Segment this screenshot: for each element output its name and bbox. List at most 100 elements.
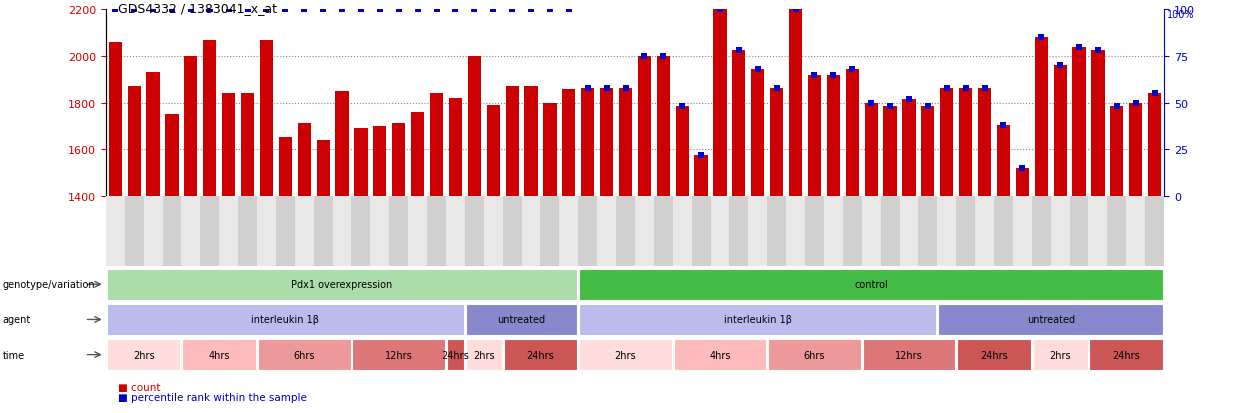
- Bar: [124, 196, 143, 266]
- Point: [275, 7, 295, 14]
- Bar: [276, 196, 295, 266]
- Bar: [751, 70, 764, 196]
- Bar: [864, 103, 878, 196]
- Bar: [994, 196, 1013, 266]
- Point: [748, 66, 768, 73]
- Bar: [1033, 339, 1088, 370]
- Point: [710, 7, 730, 14]
- Point: [351, 7, 371, 14]
- Bar: [166, 115, 178, 196]
- Point: [956, 85, 976, 92]
- Point: [1125, 100, 1145, 107]
- Bar: [1145, 196, 1164, 266]
- Bar: [1016, 169, 1028, 196]
- Point: [106, 7, 126, 14]
- Text: genotype/variation: genotype/variation: [2, 280, 95, 290]
- Bar: [374, 126, 386, 196]
- Text: 2hrs: 2hrs: [133, 350, 154, 360]
- Bar: [559, 196, 578, 266]
- Point: [767, 85, 787, 92]
- Bar: [862, 196, 880, 266]
- Point: [672, 104, 692, 110]
- Bar: [1088, 196, 1107, 266]
- Bar: [616, 196, 635, 266]
- Text: GDS4332 / 1383041_x_at: GDS4332 / 1383041_x_at: [118, 2, 278, 15]
- Point: [615, 85, 635, 92]
- Point: [994, 122, 1013, 129]
- Text: agent: agent: [2, 315, 31, 325]
- Text: interleukin 1β: interleukin 1β: [723, 315, 792, 325]
- Bar: [543, 103, 557, 196]
- Point: [162, 7, 182, 14]
- Bar: [279, 138, 293, 196]
- Bar: [298, 124, 311, 196]
- Point: [804, 72, 824, 78]
- Point: [1144, 91, 1164, 97]
- Bar: [884, 107, 896, 196]
- Bar: [806, 196, 824, 266]
- Bar: [578, 196, 598, 266]
- Bar: [692, 196, 711, 266]
- Bar: [182, 196, 200, 266]
- Bar: [222, 94, 235, 196]
- Text: 24hrs: 24hrs: [442, 350, 469, 360]
- Bar: [182, 339, 256, 370]
- Point: [786, 7, 806, 14]
- Bar: [959, 88, 972, 196]
- Bar: [448, 99, 462, 196]
- Point: [199, 7, 219, 14]
- Point: [596, 85, 616, 92]
- Bar: [635, 196, 654, 266]
- Point: [880, 104, 900, 110]
- Bar: [1092, 51, 1104, 196]
- Point: [654, 54, 674, 60]
- Text: interleukin 1β: interleukin 1β: [251, 315, 320, 325]
- Bar: [430, 94, 443, 196]
- Bar: [676, 107, 688, 196]
- Bar: [732, 51, 746, 196]
- Bar: [106, 196, 124, 266]
- Bar: [260, 40, 273, 196]
- Bar: [786, 196, 806, 266]
- Point: [899, 96, 919, 103]
- Text: 100%: 100%: [1167, 10, 1194, 20]
- Point: [294, 7, 314, 14]
- Bar: [937, 196, 956, 266]
- Bar: [654, 196, 672, 266]
- Bar: [767, 196, 786, 266]
- Bar: [468, 57, 481, 196]
- Point: [862, 100, 881, 107]
- Bar: [411, 113, 425, 196]
- Bar: [789, 10, 802, 196]
- Point: [918, 104, 937, 110]
- Bar: [200, 196, 219, 266]
- Point: [407, 7, 427, 14]
- Bar: [143, 196, 163, 266]
- Bar: [1032, 196, 1051, 266]
- Point: [1107, 104, 1127, 110]
- Bar: [466, 339, 502, 370]
- Bar: [447, 339, 464, 370]
- Bar: [695, 155, 707, 196]
- Point: [483, 7, 503, 14]
- Point: [1069, 44, 1089, 51]
- Text: untreated: untreated: [1027, 315, 1074, 325]
- Bar: [295, 196, 314, 266]
- Bar: [656, 57, 670, 196]
- Point: [314, 7, 334, 14]
- Bar: [408, 196, 427, 266]
- Point: [332, 7, 352, 14]
- Bar: [808, 75, 822, 196]
- Bar: [484, 196, 503, 266]
- Text: 2hrs: 2hrs: [473, 350, 494, 360]
- Bar: [256, 196, 276, 266]
- Text: untreated: untreated: [498, 315, 545, 325]
- Bar: [464, 196, 484, 266]
- Bar: [748, 196, 767, 266]
- Bar: [771, 88, 783, 196]
- Bar: [351, 196, 371, 266]
- Bar: [466, 304, 578, 335]
- Point: [219, 7, 239, 14]
- Point: [843, 66, 863, 73]
- Bar: [977, 88, 991, 196]
